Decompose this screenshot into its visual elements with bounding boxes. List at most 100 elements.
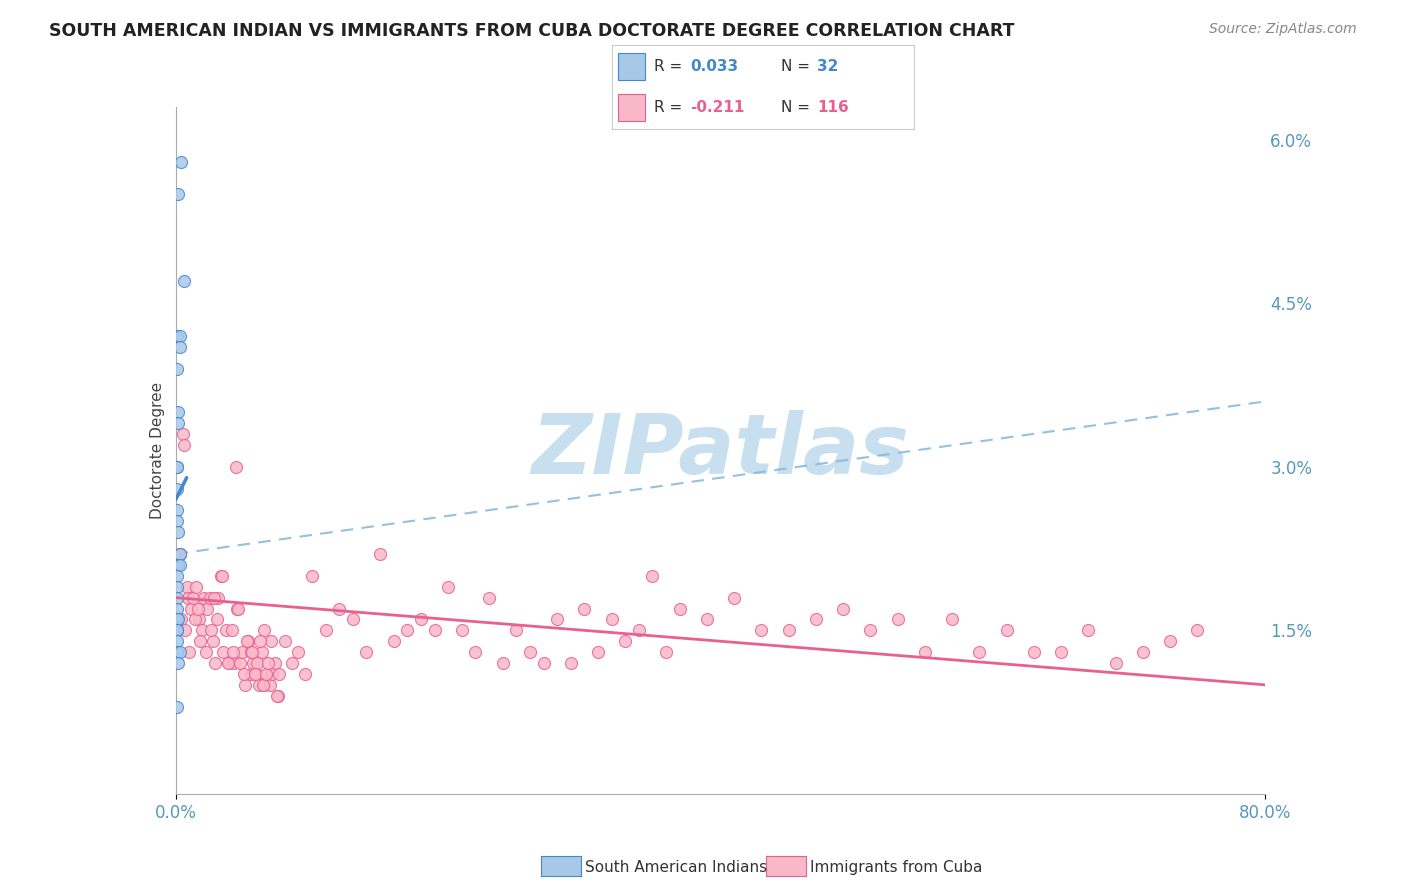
Point	[207, 591, 229, 605]
Point	[167, 416, 190, 430]
Point	[211, 569, 233, 583]
Point	[1077, 624, 1099, 638]
Point	[239, 645, 262, 659]
Point	[560, 656, 582, 670]
Point	[437, 580, 460, 594]
Point	[195, 601, 218, 615]
Point	[169, 547, 191, 561]
Point	[832, 601, 855, 615]
Point	[328, 601, 350, 615]
Point	[188, 634, 211, 648]
Point	[226, 601, 249, 615]
Point	[169, 645, 191, 659]
Point	[167, 405, 190, 419]
Point	[668, 601, 690, 615]
Point	[231, 645, 253, 659]
Point	[245, 667, 267, 681]
Point	[169, 558, 191, 572]
Point	[170, 154, 193, 169]
Point	[169, 329, 191, 343]
Text: 116: 116	[817, 100, 849, 115]
Point	[166, 612, 188, 626]
Point	[751, 624, 773, 638]
Point	[166, 329, 188, 343]
Point	[356, 645, 378, 659]
Point	[280, 656, 302, 670]
Point	[941, 612, 963, 626]
Point	[224, 656, 246, 670]
Point	[969, 645, 991, 659]
Point	[167, 612, 190, 626]
Point	[886, 612, 908, 626]
Point	[204, 656, 226, 670]
Point	[217, 656, 239, 670]
Point	[173, 438, 195, 452]
Point	[167, 558, 190, 572]
Point	[315, 624, 337, 638]
Point	[166, 591, 188, 605]
Point	[166, 482, 188, 496]
Text: ZIPatlas: ZIPatlas	[531, 410, 910, 491]
Point	[169, 340, 191, 354]
Point	[173, 275, 195, 289]
Point	[166, 624, 188, 638]
Text: R =: R =	[654, 100, 682, 115]
Point	[176, 580, 198, 594]
Point	[229, 656, 252, 670]
Point	[240, 645, 263, 659]
Point	[260, 634, 283, 648]
Point	[169, 547, 191, 561]
Point	[174, 624, 197, 638]
Point	[266, 689, 288, 703]
Point	[696, 612, 718, 626]
Point	[166, 514, 188, 528]
Bar	[617, 94, 645, 120]
Point	[342, 612, 364, 626]
Point	[218, 656, 240, 670]
Point	[267, 689, 290, 703]
Text: -0.211: -0.211	[690, 100, 745, 115]
Point	[170, 612, 193, 626]
Text: N =: N =	[780, 59, 810, 74]
Point	[519, 645, 541, 659]
Point	[201, 634, 224, 648]
Point	[166, 503, 188, 517]
Point	[243, 667, 266, 681]
Point	[186, 601, 209, 615]
Point	[1187, 624, 1209, 638]
Point	[586, 645, 609, 659]
Point	[200, 624, 222, 638]
Text: R =: R =	[654, 59, 682, 74]
Point	[614, 634, 637, 648]
Point	[533, 656, 555, 670]
Point	[1132, 645, 1154, 659]
Point	[287, 645, 309, 659]
Point	[723, 591, 745, 605]
Point	[180, 601, 202, 615]
Point	[269, 667, 291, 681]
Point	[166, 645, 188, 659]
Point	[202, 591, 225, 605]
Point	[186, 580, 208, 594]
Point	[166, 459, 188, 474]
Point	[256, 667, 278, 681]
Point	[183, 591, 205, 605]
Point	[249, 634, 271, 648]
Point	[252, 678, 274, 692]
Text: 32: 32	[817, 59, 838, 74]
Point	[409, 612, 432, 626]
Text: Source: ZipAtlas.com: Source: ZipAtlas.com	[1209, 22, 1357, 37]
Point	[167, 187, 190, 202]
Point	[193, 591, 215, 605]
Point	[655, 645, 678, 659]
Point	[179, 645, 201, 659]
Point	[166, 601, 188, 615]
Point	[1104, 656, 1126, 670]
Point	[205, 612, 228, 626]
Y-axis label: Doctorate Degree: Doctorate Degree	[149, 382, 165, 519]
Point	[600, 612, 623, 626]
Point	[166, 361, 188, 376]
Point	[423, 624, 446, 638]
Point	[294, 667, 316, 681]
Point	[233, 678, 256, 692]
